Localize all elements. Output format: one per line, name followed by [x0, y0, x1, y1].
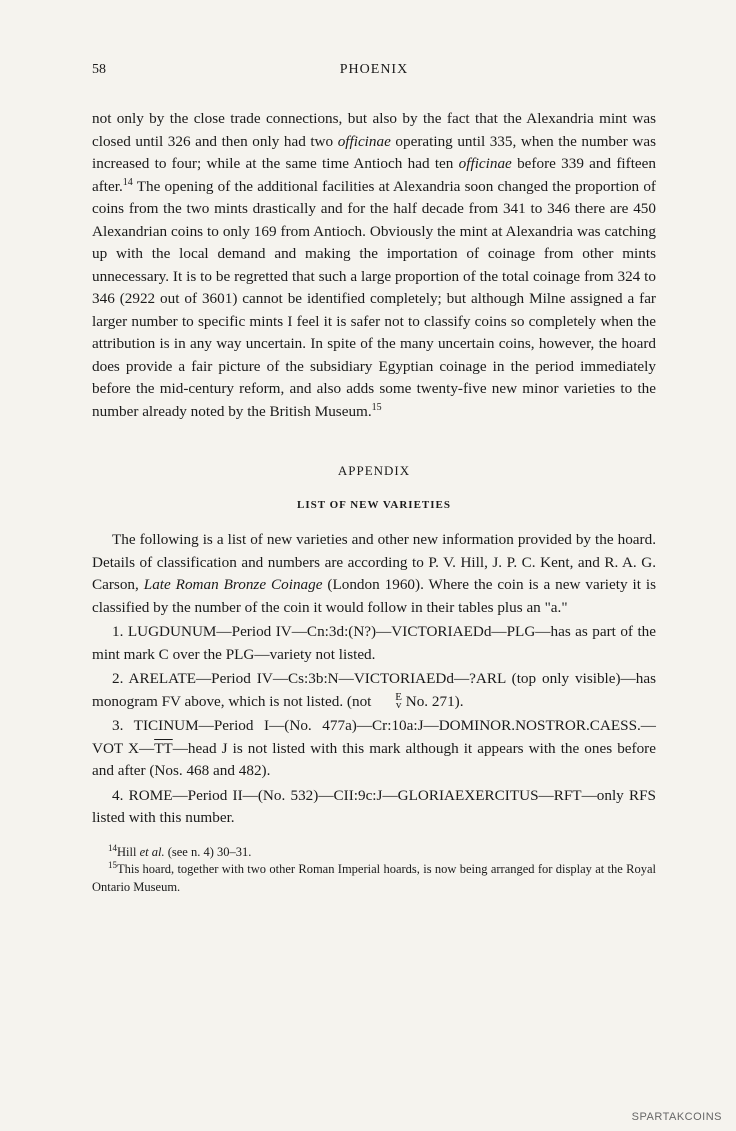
footnote-text: This hoard, together with two other Roma… [92, 862, 656, 894]
list-entry: 1. LUGDUNUM—Period IV—Cn:3d:(N?)—VICTORI… [92, 621, 656, 666]
list-entry: 2. ARELATE—Period IV—Cs:3b:N—VICTORIAEDd… [92, 668, 656, 713]
footnote-number: 14 [108, 842, 117, 852]
watermark: SPARTAKCOINS [632, 1111, 722, 1123]
footnote-text: Hill et al. (see n. 4) 30–31. [117, 845, 251, 859]
footnote-number: 15 [108, 860, 117, 870]
list-heading: LIST OF NEW VARIETIES [92, 499, 656, 511]
footnotes: 14Hill et al. (see n. 4) 30–31. 15This h… [92, 844, 656, 897]
footnote: 15This hoard, together with two other Ro… [92, 861, 656, 896]
list-entry: 3. TICINUM—Period I—(No. 477a)—Cr:10a:J—… [92, 715, 656, 783]
appendix-heading: APPENDIX [92, 463, 656, 479]
running-head: PHOENIX [92, 62, 656, 78]
page-number: 58 [92, 62, 106, 78]
body-paragraph: not only by the close trade connections,… [92, 108, 656, 423]
appendix-intro: The following is a list of new varieties… [92, 529, 656, 619]
footnote: 14Hill et al. (see n. 4) 30–31. [92, 844, 656, 862]
list-entry: 4. ROME—Period II—(No. 532)—CII:9c:J—GLO… [92, 785, 656, 830]
entries-container: 1. LUGDUNUM—Period IV—Cn:3d:(N?)—VICTORI… [92, 621, 656, 830]
